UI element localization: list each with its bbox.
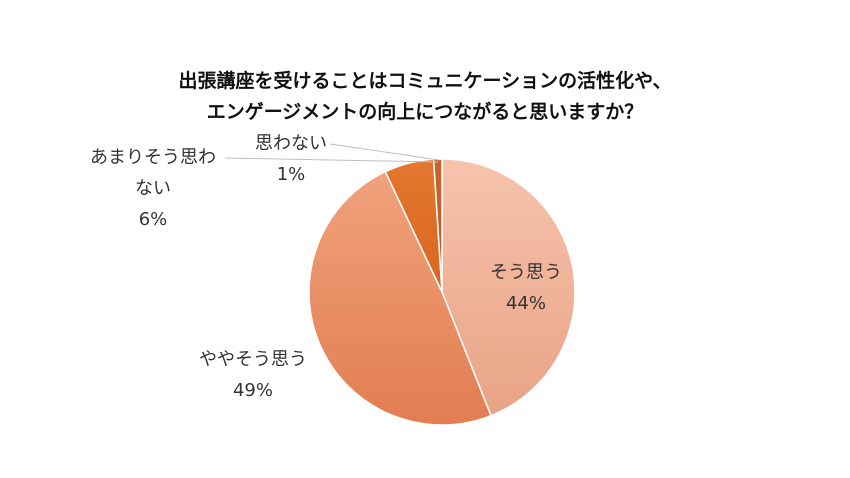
slice-percent-label-4: 1%: [277, 164, 306, 185]
slice-percent-label-1: 44%: [506, 293, 546, 314]
slice-name-label-1: そう思う: [490, 262, 562, 283]
leader-line-3: [224, 157, 439, 163]
chart-title-line-2: エンゲージメントの向上につながると思いますか？: [207, 100, 644, 123]
slice-percent-label-3: 6%: [139, 209, 168, 230]
slice-name-label-3: ない: [135, 178, 171, 199]
pie-slice-1: [441, 158, 576, 417]
slice-name-label-4: 思わない: [255, 133, 327, 154]
pie-slices: [308, 158, 576, 426]
leader-lines: [224, 143, 440, 163]
slice-percent-label-2: 49%: [233, 380, 273, 401]
leader-line-4: [329, 143, 440, 161]
pie-slice-2: [308, 170, 492, 426]
chart-title-line-1: 出張講座を受けることはコミュニケーションの活性化や、: [178, 69, 671, 92]
slice-name-label-2: ややそう思う: [199, 349, 307, 370]
slice-name-label-3: あまりそう思わ: [90, 147, 216, 168]
